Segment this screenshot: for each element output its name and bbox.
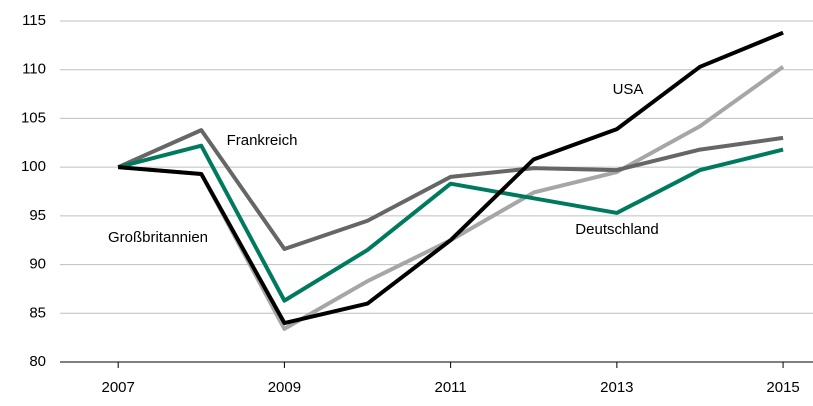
y-tick-label: 80 [29, 353, 46, 370]
x-tick-label: 2009 [268, 379, 301, 396]
y-tick-label: 105 [21, 109, 46, 126]
x-tick-label: 2007 [101, 379, 134, 396]
x-tick-label: 2013 [600, 379, 633, 396]
series-label: USA [613, 81, 644, 98]
series-label: Deutschland [575, 221, 658, 238]
y-tick-label: 95 [29, 207, 46, 224]
line-series [118, 30, 784, 326]
x-tick-label: 2015 [766, 379, 799, 396]
line-series [117, 128, 784, 251]
line-series [117, 143, 784, 303]
y-tick-label: 110 [22, 61, 46, 78]
series-label: Frankreich [227, 132, 298, 149]
y-tick-label: 90 [29, 256, 46, 273]
y-tick-label: 115 [22, 12, 46, 29]
y-tick-label: 100 [21, 158, 46, 175]
line-series [118, 65, 785, 331]
y-tick-label: 85 [29, 304, 46, 321]
series-label: Großbritannien [108, 229, 208, 246]
x-tick-label: 2011 [434, 379, 466, 396]
